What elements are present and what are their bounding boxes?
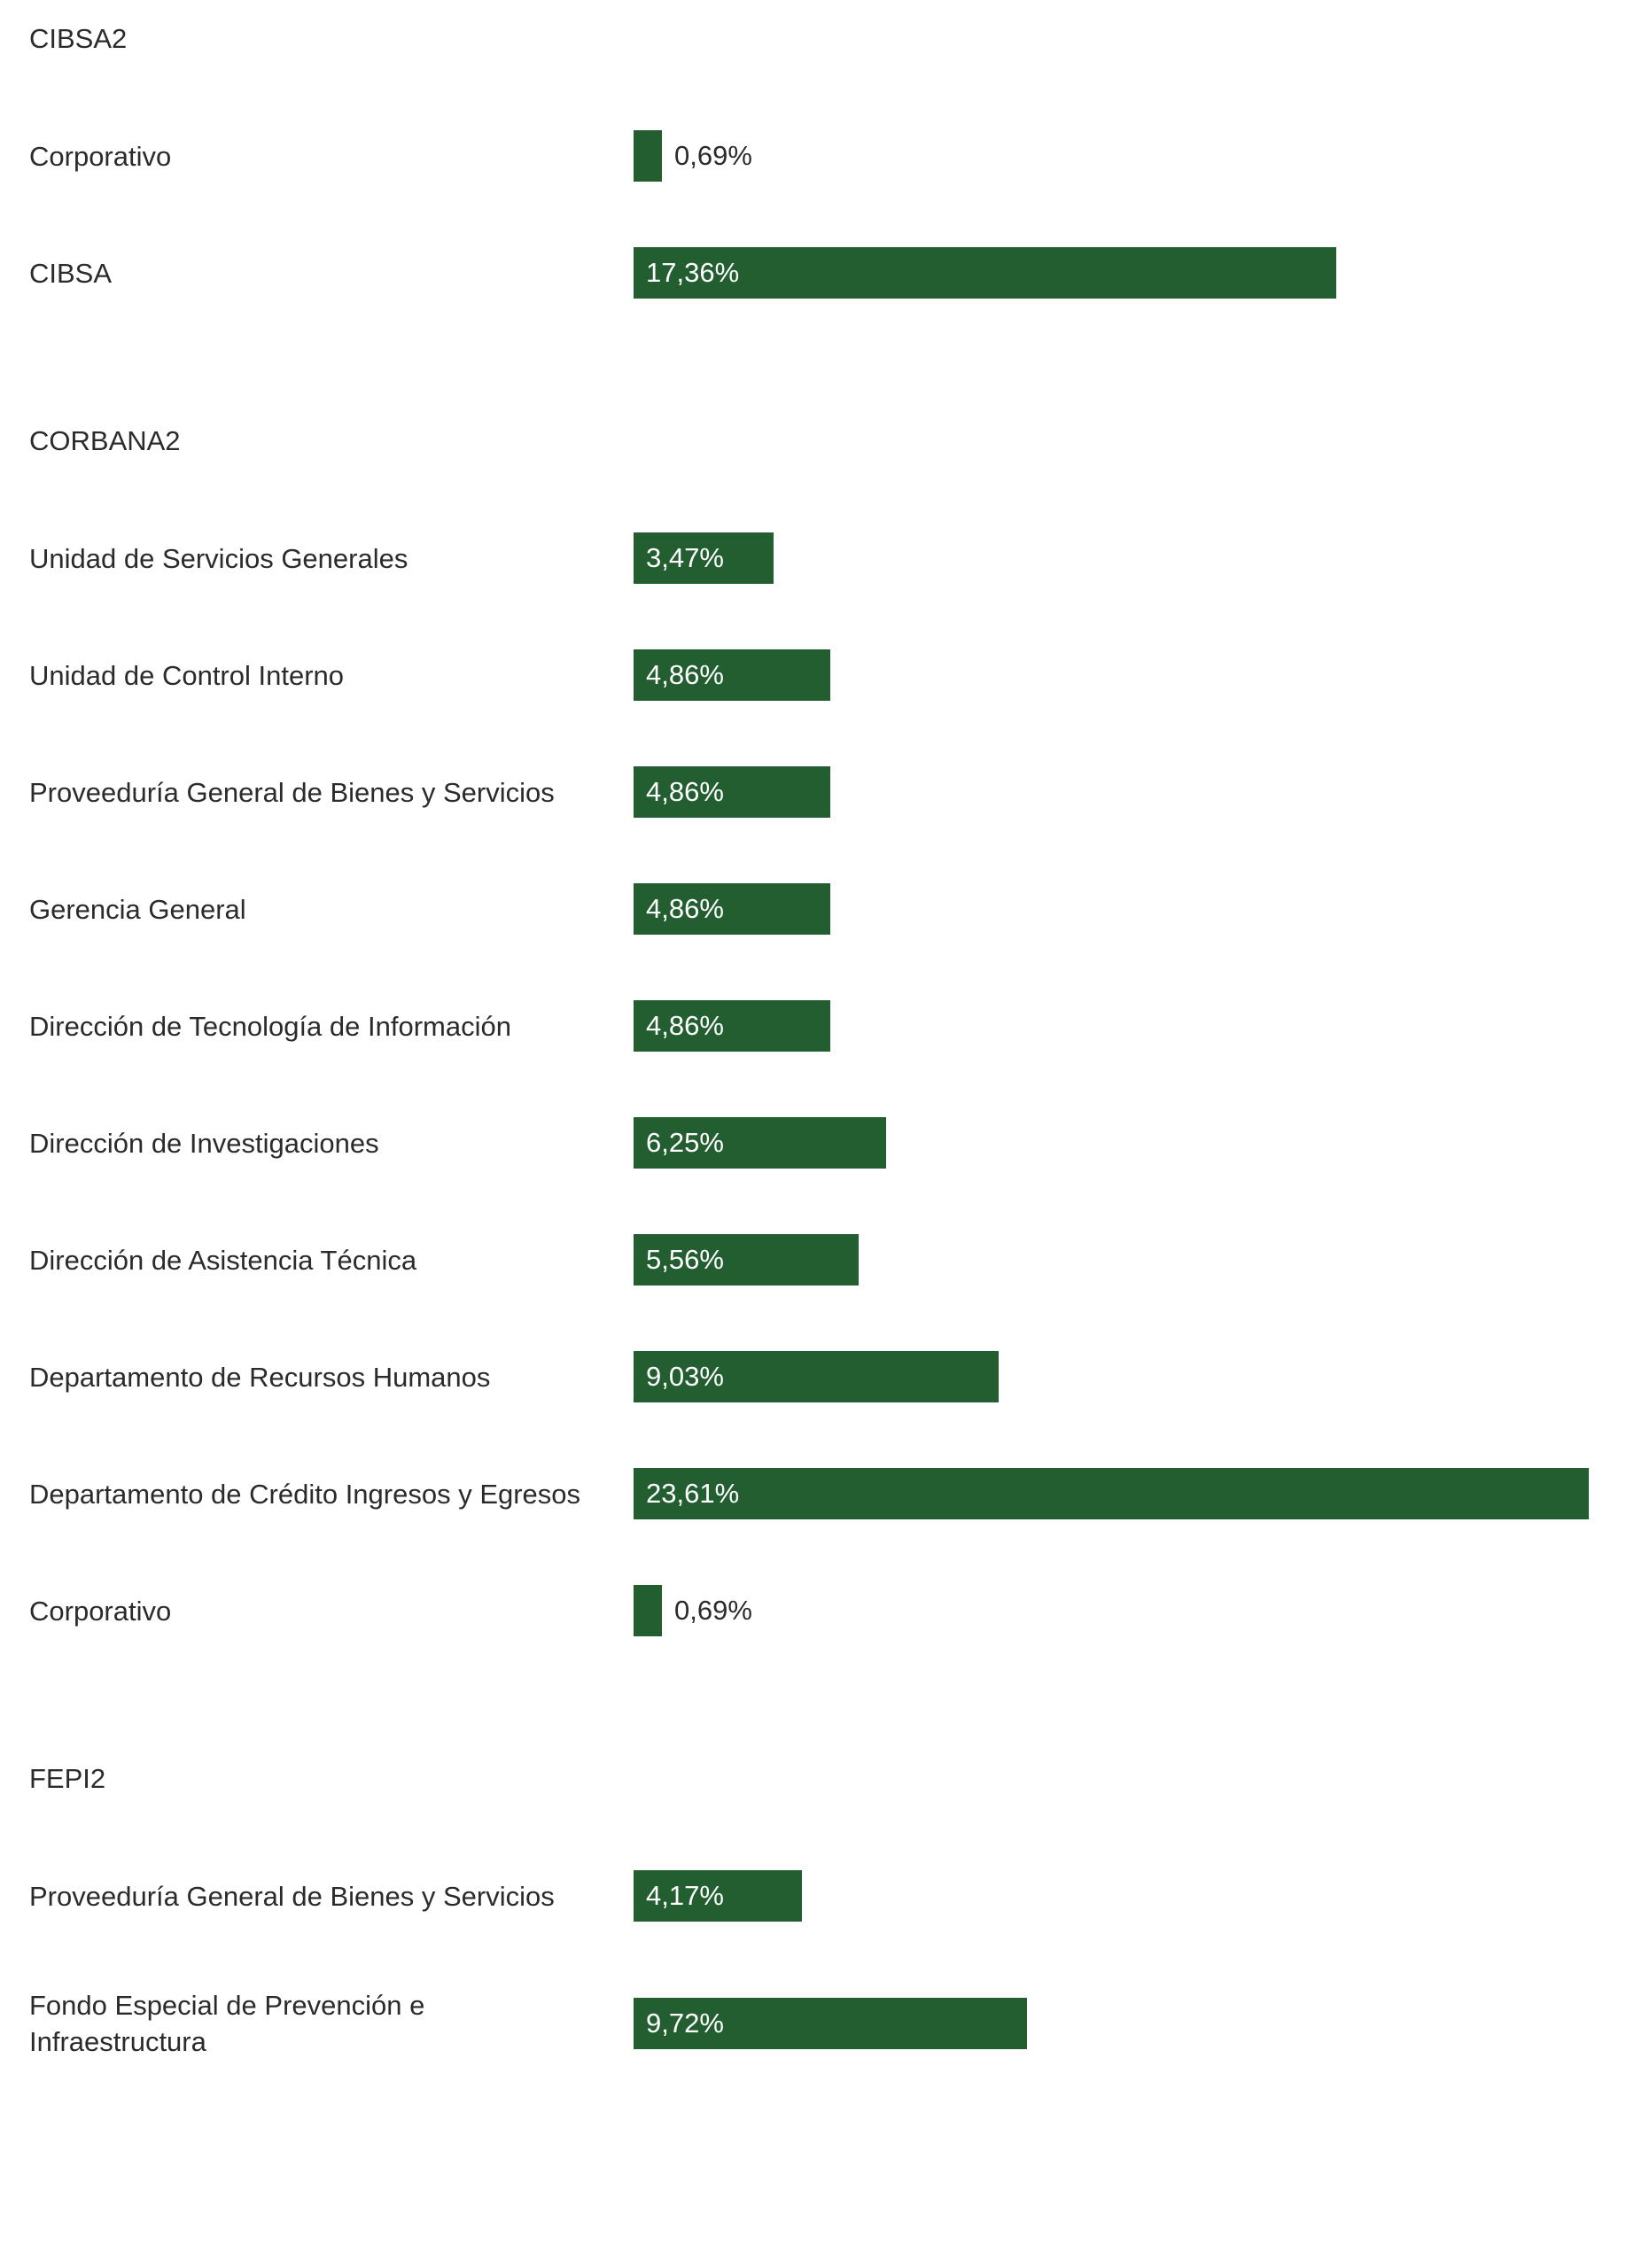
value-label: 17,36% [646,257,740,288]
bar: 6,25% [634,1117,887,1169]
bar-track: 0,69% [604,130,1626,182]
category-label: Dirección de Investigaciones [29,1127,379,1159]
bar-row: Corporativo 0,69% [0,130,1626,182]
bar-track: 4,86% [604,766,1626,818]
category-label: Departamento de Recursos Humanos [29,1361,491,1393]
bar-row: Corporativo 0,69% [0,1585,1626,1636]
bar: 23,61% [634,1468,1589,1519]
category-label: CIBSA [29,257,113,289]
group-title: CORBANA2 [29,425,181,456]
bar-track: 3,47% [604,532,1626,584]
group-title: FEPI2 [29,1763,106,1794]
chart-group: CIBSA2 Corporativo 0,69% CIBSA 17,36% [0,13,1626,299]
category-label: Gerencia General [29,893,246,925]
bar-row: CIBSA 17,36% [0,247,1626,299]
bar-row: Proveeduría General de Bienes y Servicio… [0,766,1626,818]
bar-track: 6,25% [604,1117,1626,1169]
bar-row: Dirección de Tecnología de Información 4,… [0,1000,1626,1052]
value-label: 4,86% [646,659,724,690]
value-label: 4,17% [646,1880,724,1911]
value-label: 23,61% [646,1478,740,1509]
bar-track: 4,86% [604,1000,1626,1052]
category-label: Corporativo [29,1595,172,1627]
bar-row: Gerencia General 4,86% [0,883,1626,935]
bar: 4,86% [634,766,830,818]
bar: 5,56% [634,1234,859,1285]
bar-track: 17,36% [604,247,1626,299]
bar: 4,17% [634,1870,803,1922]
bar-track: 4,86% [604,649,1626,701]
category-label: Fondo Especial de Prevención e Infraestr… [29,1990,425,2057]
category-label: Proveeduría General de Bienes y Servicio… [29,776,555,808]
category-label: Unidad de Control Interno [29,659,345,691]
bar-track: 9,03% [604,1351,1626,1402]
category-label: Dirección de Tecnología de Información [29,1010,511,1042]
bar: 4,86% [634,883,830,935]
group-title: CIBSA2 [29,23,128,54]
bar-chart: CIBSA2 Corporativo 0,69% CIBSA 17,36% CORBANA… [0,13,1626,2060]
bar-row: Departamento de Crédito Ingresos y Egres… [0,1468,1626,1519]
bar-track: 4,17% [604,1870,1626,1922]
value-label: 4,86% [646,1010,724,1041]
bar: 4,86% [634,1000,830,1052]
value-label: 5,56% [646,1244,724,1275]
value-label: 9,72% [646,2008,724,2039]
category-label: Corporativo [29,140,172,172]
value-label: 0,69% [674,1595,752,1626]
bar-track: 23,61% [604,1468,1626,1519]
value-label: 6,25% [646,1127,724,1158]
bar-row: Unidad de Control Interno 4,86% [0,649,1626,701]
bar: 17,36% [634,247,1336,299]
value-label: 4,86% [646,776,724,807]
bar-row: Fondo Especial de Prevención e Infraestr… [0,1987,1626,2060]
value-label: 0,69% [674,140,752,171]
bar: 4,86% [634,649,830,701]
bar-track: 0,69% [604,1585,1626,1636]
bar [634,130,662,182]
bar-row: Dirección de Asistencia Técnica 5,56% [0,1234,1626,1285]
value-label: 9,03% [646,1361,724,1392]
category-label: Departamento de Crédito Ingresos y Egres… [29,1478,581,1510]
bar: 9,72% [634,1998,1027,2049]
bar-row: Unidad de Servicios Generales 3,47% [0,532,1626,584]
bar-row: Dirección de Investigaciones 6,25% [0,1117,1626,1169]
bar [634,1585,662,1636]
chart-group: CORBANA2 Unidad de Servicios Generales 3,4… [0,416,1626,1636]
bar-track: 4,86% [604,883,1626,935]
value-label: 3,47% [646,542,724,573]
bar-row: Proveeduría General de Bienes y Servicio… [0,1870,1626,1922]
bar: 3,47% [634,532,774,584]
category-label: Dirección de Asistencia Técnica [29,1244,417,1276]
bar-track: 9,72% [604,1998,1626,2049]
category-label: Proveeduría General de Bienes y Servicio… [29,1880,555,1912]
category-label: Unidad de Servicios Generales [29,542,408,574]
bar-row: Departamento de Recursos Humanos 9,03% [0,1351,1626,1402]
bar-track: 5,56% [604,1234,1626,1285]
chart-group: FEPI2 Proveeduría General de Bienes y Ser… [0,1753,1626,2060]
bar: 9,03% [634,1351,1000,1402]
value-label: 4,86% [646,893,724,924]
